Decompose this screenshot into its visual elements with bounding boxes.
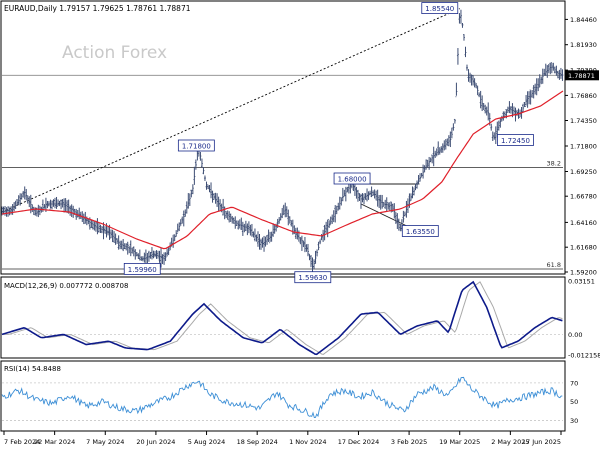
price-axis-label: 1.59200 — [570, 269, 597, 277]
rsi-axis-label: 70 — [570, 379, 578, 387]
annotation-label: 1.59630 — [298, 274, 327, 282]
trendline — [1, 8, 460, 213]
rsi-axis-label: 50 — [570, 398, 578, 406]
rsi-panel-frame — [0, 360, 566, 432]
annotation-box — [294, 271, 332, 284]
time-axis-label: 7 Feb 2024 — [4, 438, 40, 446]
fib-level-label: 61.8 — [547, 261, 561, 269]
time-axis-label: 3 Feb 2025 — [391, 438, 427, 446]
macd-label: MACD(12,26,9) 0.007772 0.008708 — [4, 282, 128, 290]
macd-panel-frame — [0, 276, 566, 359]
moving-average-line — [1, 90, 564, 250]
rsi-line — [1, 376, 563, 418]
watermark: Action Forex — [62, 43, 167, 63]
price-axis-label: 1.66780 — [570, 193, 597, 201]
annotation-box — [333, 172, 371, 185]
price-axis-label: 1.64160 — [570, 219, 597, 227]
rsi-axis-label: 30 — [570, 417, 578, 425]
macd-signal-line — [2, 281, 563, 355]
annotation-label: 1.63550 — [406, 228, 435, 236]
fib-level-label: 38.2 — [547, 160, 561, 168]
price-axis-label: 1.71800 — [570, 143, 597, 151]
annotation-label: 1.68000 — [338, 176, 367, 184]
time-axis-label: 22 Mar 2024 — [34, 438, 75, 446]
annotation-box — [497, 134, 534, 146]
annotation-box — [123, 262, 161, 275]
price-axis-label: 1.84460 — [570, 16, 597, 24]
current-price-marker — [565, 70, 599, 81]
price-axis-label: 1.81930 — [570, 41, 597, 49]
annotation-label: 1.85540 — [425, 5, 454, 13]
annotation-box — [177, 139, 215, 152]
rsi-layer — [1, 376, 563, 421]
macd-axis-label: 0.03151 — [568, 278, 595, 286]
macd-axis-label: 0.00 — [568, 331, 582, 339]
time-axis-label: 5 Aug 2024 — [188, 438, 226, 446]
axis-layer: 1.844601.819301.793901.768601.743501.718… — [3, 16, 600, 446]
macd-axis-label: -0.012158 — [568, 352, 600, 360]
annotation-label: 1.72450 — [501, 137, 530, 145]
price-panel-frame — [0, 0, 566, 275]
time-axis-label: 2 May 2025 — [491, 438, 529, 446]
time-axis-label: 1 Nov 2024 — [289, 438, 327, 446]
current-price-marker-label: 1.78871 — [568, 72, 595, 80]
time-axis-label: 17 Dec 2024 — [338, 438, 380, 446]
symbol-header: EURAUD,Daily 1.79157 1.79625 1.78761 1.7… — [4, 4, 191, 13]
annotation-label: 1.71800 — [182, 143, 211, 151]
price-axis-label: 1.69250 — [570, 168, 597, 176]
price-axis-label: 1.61680 — [570, 244, 597, 252]
price-layer: 38.2 61.8 1.71800 1.59960 1.59630 1.68000 1.63… — [1, 2, 564, 284]
time-axis-label: 17 Jun 2025 — [522, 438, 561, 446]
macd-line — [1, 280, 563, 356]
annotation-box — [421, 2, 459, 14]
price-axis-label: 1.74350 — [570, 117, 597, 125]
price-axis-label: 1.76860 — [570, 92, 597, 100]
time-axis-label: 19 Mar 2025 — [439, 438, 480, 446]
time-axis-label: 18 Sep 2024 — [237, 438, 278, 446]
rsi-label: RSI(14) 54.8488 — [4, 365, 61, 373]
time-axis-label: 20 Jun 2024 — [136, 438, 175, 446]
annotation-label: 1.59960 — [128, 266, 157, 274]
macd-layer — [1, 280, 563, 356]
annotation-box — [401, 225, 439, 237]
time-axis-label: 7 May 2024 — [86, 438, 124, 446]
